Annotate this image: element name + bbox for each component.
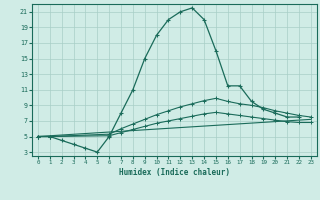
X-axis label: Humidex (Indice chaleur): Humidex (Indice chaleur) (119, 168, 230, 177)
